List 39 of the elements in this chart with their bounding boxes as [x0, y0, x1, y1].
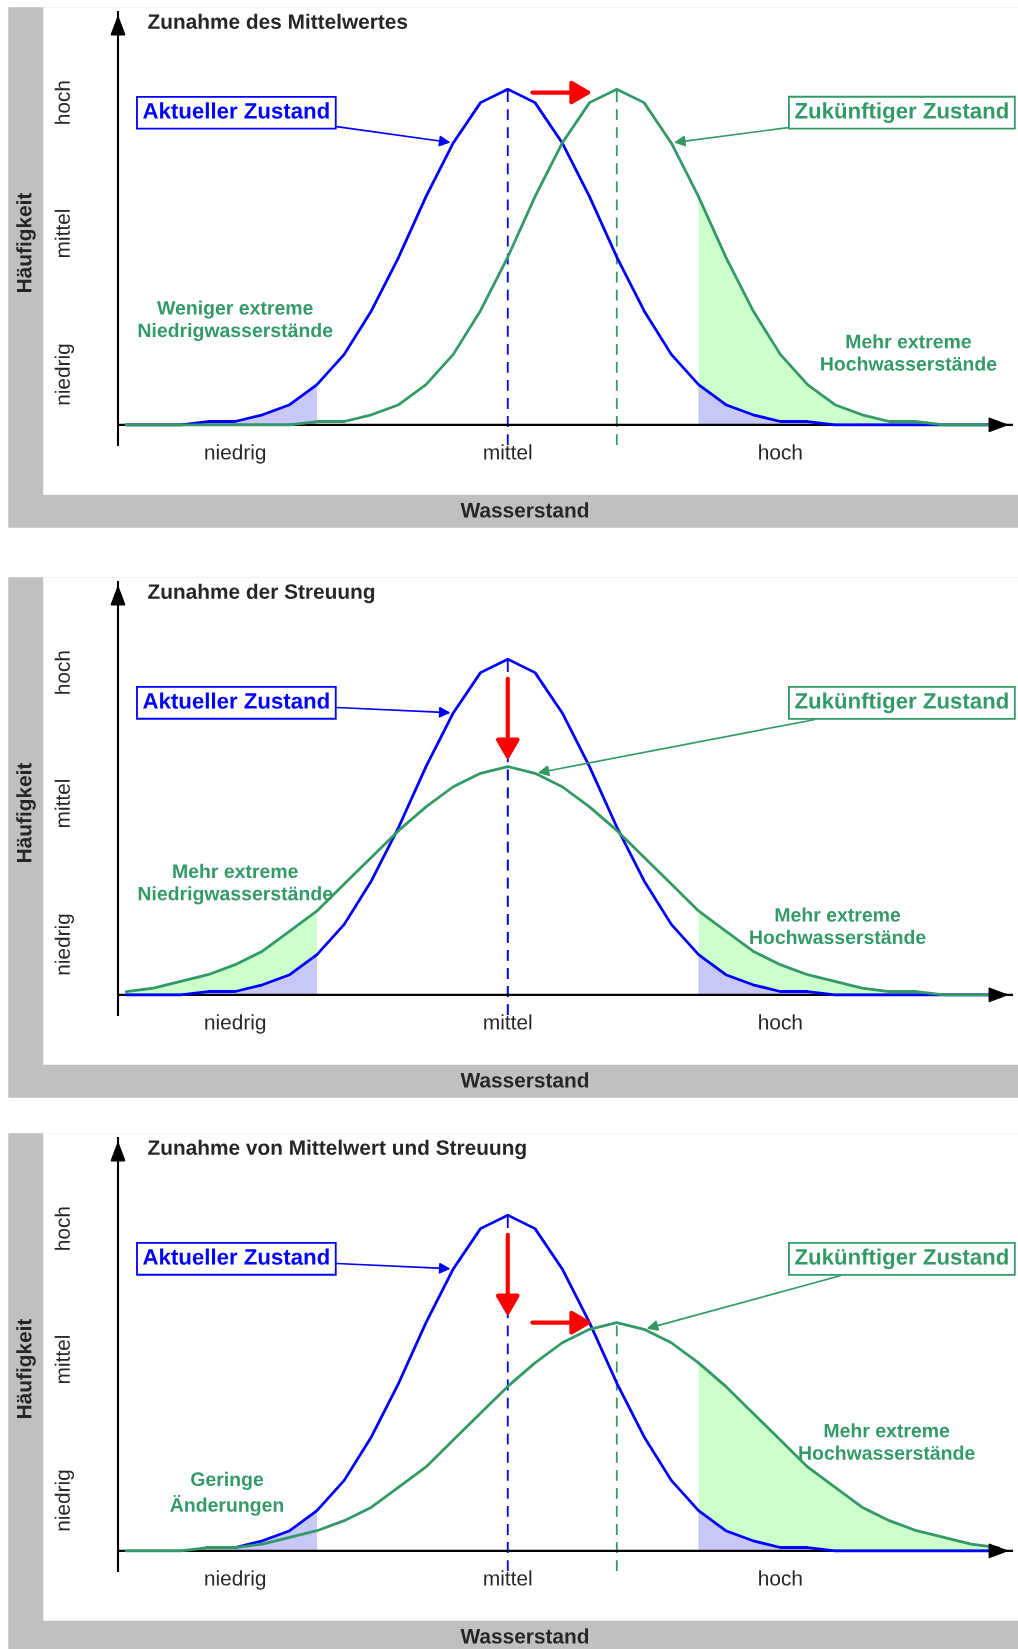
- y-axis-title: Häufigkeit: [16, 762, 36, 862]
- x-axis-title: Wasserstand: [460, 1628, 589, 1644]
- y-axis-title: Häufigkeit: [16, 1318, 36, 1418]
- text: Aktueller Zustand: [143, 692, 329, 709]
- x-tick-label: niedrig: [205, 1014, 266, 1034]
- x-tick-label: mittel: [484, 444, 532, 460]
- text: hoch: [54, 651, 70, 694]
- x-tick-label: niedrig: [205, 444, 266, 464]
- text: mittel: [54, 1336, 70, 1384]
- chart-title: Zunahme der Streuung: [148, 583, 375, 604]
- text: mittel: [54, 210, 70, 258]
- text: hoch: [54, 1207, 70, 1250]
- text: Zukünftiger Zustand: [795, 102, 1008, 124]
- annotation: Mehr extreme Niedrigwasserstände: [138, 863, 333, 905]
- chart-title: Zunahme des Mittelwertes: [148, 13, 408, 29]
- text: hoch: [54, 81, 70, 124]
- x-axis-title: Wasserstand: [460, 502, 589, 518]
- x-axis-title: Wasserstand: [460, 1072, 589, 1088]
- text: Zukünftiger Zustand: [795, 692, 1008, 714]
- text: Aktueller Zustand: [143, 102, 329, 119]
- x-tick-label: mittel: [484, 1570, 532, 1586]
- annotation: Mehr extreme Hochwasserstände: [821, 334, 997, 371]
- text: mittel: [54, 780, 70, 828]
- text: niedrig: [54, 914, 75, 975]
- x-tick-label: hoch: [759, 1570, 802, 1586]
- text: Zukünftiger Zustand: [795, 1248, 1008, 1270]
- x-tick-label: hoch: [759, 1014, 802, 1030]
- annotation: Mehr extreme Hochwasserstände: [750, 907, 926, 945]
- text: niedrig: [54, 344, 75, 405]
- annotation: Geringe Änderungen: [170, 1471, 284, 1516]
- annotation: Weniger extreme Niedrigwasserstände: [138, 300, 333, 342]
- annotation: Mehr extreme Hochwasserstände: [799, 1423, 975, 1460]
- x-tick-label: hoch: [759, 444, 802, 460]
- text: Aktueller Zustand: [143, 1248, 329, 1265]
- chart-title: Zunahme von Mittelwert und Streuung: [148, 1139, 526, 1160]
- x-tick-label: niedrig: [205, 1570, 266, 1590]
- x-tick-label: mittel: [484, 1014, 532, 1030]
- y-axis-title: Häufigkeit: [16, 192, 36, 292]
- text: niedrig: [54, 1470, 75, 1531]
